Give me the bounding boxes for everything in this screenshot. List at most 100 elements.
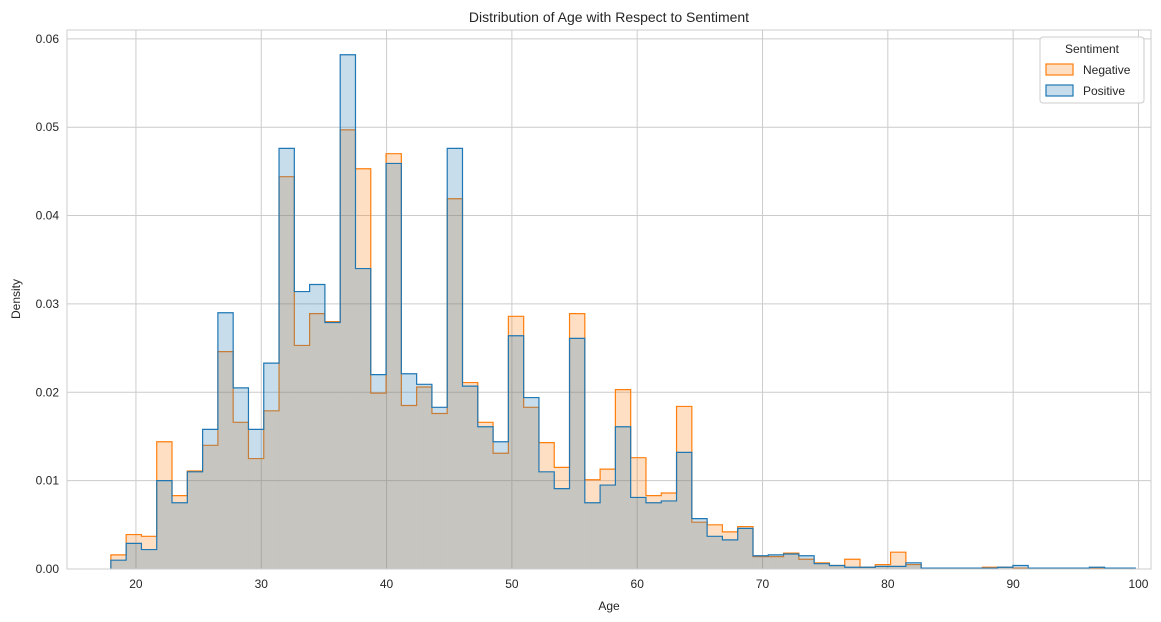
step-outline bbox=[110, 129, 1136, 569]
y-tick-label: 0.02 bbox=[36, 385, 60, 399]
histogram-bin bbox=[187, 470, 203, 569]
histogram-bin bbox=[645, 495, 662, 569]
histogram-bin bbox=[798, 555, 815, 569]
histogram-bin bbox=[798, 559, 815, 569]
y-tick-label: 0.06 bbox=[36, 32, 60, 46]
histogram-bin bbox=[110, 554, 127, 569]
histogram-bin bbox=[401, 373, 417, 569]
histogram-bin bbox=[508, 335, 524, 569]
histogram-bin bbox=[600, 469, 616, 569]
legend-title: Sentiment bbox=[1065, 42, 1120, 56]
histogram-bin bbox=[645, 502, 662, 569]
chart-title: Distribution of Age with Respect to Sent… bbox=[469, 9, 749, 25]
y-axis-label: Density bbox=[9, 279, 23, 319]
histogram-bin bbox=[202, 445, 218, 569]
histogram-bin bbox=[829, 565, 845, 569]
histogram-bin bbox=[844, 559, 861, 569]
histogram-bin bbox=[386, 153, 402, 569]
histogram-bin bbox=[462, 386, 478, 569]
histogram-bin bbox=[126, 543, 142, 569]
histogram-bin bbox=[752, 555, 769, 569]
histogram-bin bbox=[737, 526, 753, 569]
histogram-bin bbox=[172, 495, 188, 569]
histogram-bin bbox=[172, 502, 188, 569]
histogram-bin bbox=[752, 556, 769, 569]
histogram-bin bbox=[370, 374, 387, 569]
histogram-bin bbox=[783, 553, 799, 569]
histogram-bin bbox=[722, 539, 738, 569]
histogram-bin bbox=[768, 556, 784, 569]
histogram-bin bbox=[156, 480, 173, 569]
series-positive bbox=[110, 54, 1136, 570]
histogram-bin bbox=[324, 321, 341, 569]
histogram-bin bbox=[355, 268, 371, 569]
histogram-bin bbox=[814, 562, 830, 569]
histogram-bin bbox=[584, 502, 601, 569]
y-tick-label: 0.01 bbox=[36, 474, 60, 488]
histogram-bin bbox=[538, 442, 555, 569]
histogram-bin bbox=[233, 422, 249, 569]
histogram-bin bbox=[447, 148, 463, 570]
histogram-bin bbox=[1089, 567, 1105, 569]
histogram-bin bbox=[600, 485, 616, 569]
histogram-bin bbox=[860, 567, 876, 569]
histogram-bin bbox=[508, 316, 524, 569]
histogram-bin bbox=[248, 429, 264, 569]
y-tick-label: 0.03 bbox=[36, 297, 60, 311]
histogram-bin bbox=[814, 563, 830, 569]
x-tick-label: 50 bbox=[505, 577, 519, 591]
histogram-bin bbox=[386, 163, 402, 569]
histogram-bin bbox=[676, 406, 692, 569]
histogram-bin bbox=[156, 441, 173, 569]
histogram-bin bbox=[416, 386, 432, 569]
histogram-bin bbox=[554, 467, 570, 569]
legend-swatch bbox=[1045, 63, 1074, 76]
histogram-bin bbox=[661, 493, 677, 569]
plot-frame bbox=[66, 29, 1152, 570]
legend-box bbox=[1039, 36, 1145, 104]
histogram-bin bbox=[630, 497, 646, 569]
histogram-bin bbox=[141, 536, 157, 569]
x-tick-label: 40 bbox=[380, 577, 394, 591]
histogram-bin bbox=[309, 284, 325, 569]
histogram-bin bbox=[431, 413, 448, 569]
y-tick-label: 0.05 bbox=[36, 120, 60, 134]
legend-swatch bbox=[1045, 84, 1074, 97]
x-tick-label: 20 bbox=[129, 577, 143, 591]
histogram-bin bbox=[523, 407, 539, 569]
histogram-bin bbox=[569, 338, 585, 569]
histogram-bin bbox=[997, 567, 1013, 569]
histogram-bin bbox=[538, 471, 555, 569]
histogram-bin bbox=[263, 363, 280, 569]
histogram-bin bbox=[829, 565, 845, 569]
y-tick-label: 0.00 bbox=[36, 562, 60, 576]
histogram-bin bbox=[691, 522, 708, 569]
histogram-bin bbox=[569, 313, 585, 569]
histogram-bin bbox=[493, 441, 509, 569]
histogram-bin bbox=[279, 148, 295, 570]
histogram-bin bbox=[294, 345, 310, 569]
histogram-bin bbox=[523, 397, 539, 569]
histogram-bin bbox=[324, 322, 341, 569]
histogram-bin bbox=[890, 552, 906, 569]
histogram-bin bbox=[340, 129, 356, 569]
histogram-bin bbox=[615, 426, 631, 569]
histogram-bin bbox=[905, 562, 922, 569]
histogram-bin bbox=[340, 54, 356, 570]
histogram-bin bbox=[875, 566, 891, 569]
legend-entry: Negative bbox=[1083, 63, 1131, 77]
histogram-bin bbox=[615, 389, 631, 569]
histogram-bin bbox=[676, 452, 692, 569]
histogram-bin bbox=[248, 458, 264, 569]
x-tick-label: 60 bbox=[631, 577, 645, 591]
histogram-bin bbox=[997, 567, 1013, 569]
histogram-bin bbox=[477, 422, 494, 569]
histogram-bin bbox=[844, 567, 861, 569]
x-tick-label: 90 bbox=[1006, 577, 1020, 591]
x-axis-label: Age bbox=[598, 599, 620, 613]
histogram-bin bbox=[584, 479, 601, 569]
legend-entry: Positive bbox=[1083, 84, 1125, 98]
histogram-bin bbox=[279, 176, 295, 569]
y-tick-label: 0.04 bbox=[36, 209, 60, 223]
histogram-bin bbox=[462, 382, 478, 569]
